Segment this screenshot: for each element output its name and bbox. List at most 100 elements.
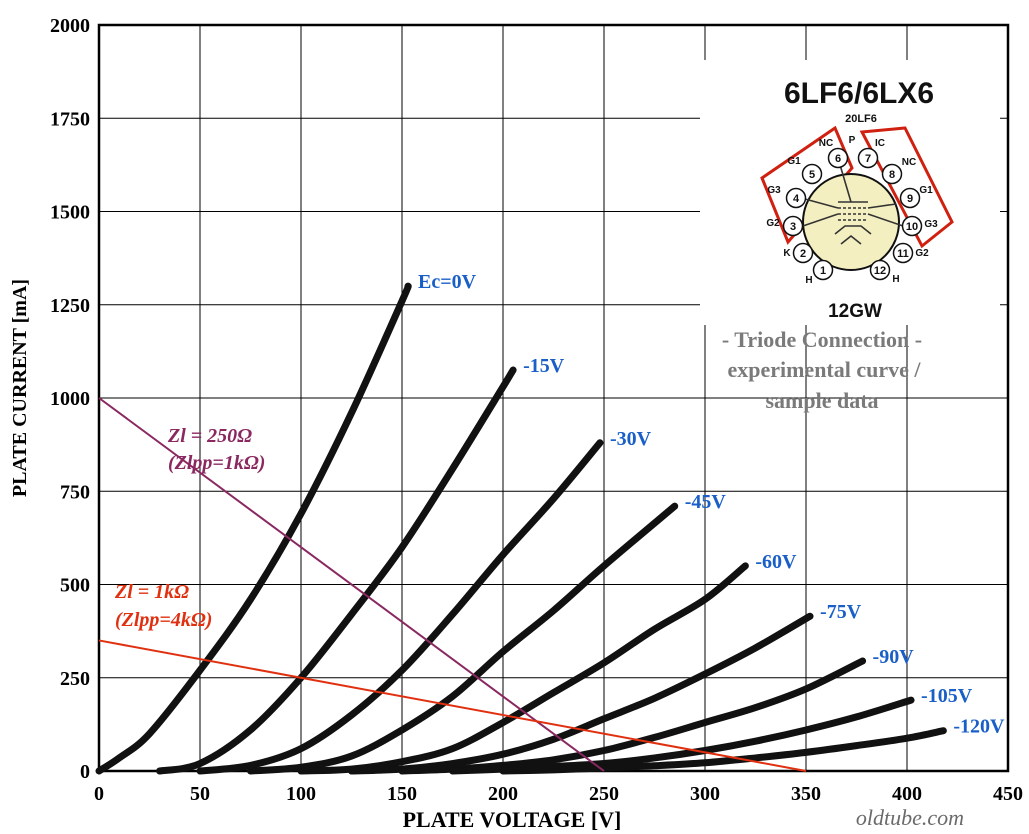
curve-label: -105V (921, 685, 973, 707)
pin-label: P (849, 135, 856, 146)
curve-label: -60V (755, 551, 797, 573)
y-tick-label: 750 (60, 481, 90, 503)
x-tick-label: 450 (993, 783, 1023, 805)
pin-number: 5 (809, 169, 815, 181)
y-axis-label: PLATE CURRENT [mA] (9, 279, 31, 497)
pin-circle (857, 147, 879, 169)
pin-label: H (892, 274, 899, 285)
x-tick-label: 200 (488, 783, 518, 805)
plate-curve (95, 282, 412, 775)
plate-curves (95, 282, 947, 775)
pin-label: NC (902, 157, 916, 168)
x-axis-label: PLATE VOLTAGE [V] (403, 807, 622, 832)
pin-number: 3 (790, 221, 796, 233)
note-line-2: experimental curve / (727, 357, 921, 382)
load-line-1k-sublabel: (Zlpp=4kΩ) (115, 609, 212, 631)
curve-labels: Ec=0V -15V -30V -45V -60V -75V -90V -105V -120V (418, 271, 1005, 738)
pin-group-box-right (859, 126, 954, 249)
pin-label: G2 (766, 218, 780, 229)
pin-number: 11 (897, 248, 909, 260)
connection-note: - Triode Connection - experimental curve… (722, 327, 922, 413)
pin-circle (785, 187, 807, 209)
pin-labels: H K G2 G3 G1 NC P IC NC G1 G3 G2 H (766, 135, 938, 286)
curve-label: -30V (610, 428, 652, 450)
plate-curve (499, 727, 947, 775)
pin-label: IC (875, 138, 885, 149)
x-tick-label: 0 (94, 783, 104, 805)
load-line (98, 397, 605, 772)
pin-circle (812, 259, 834, 281)
load-line-250-sublabel: (Zlpp=1kΩ) (168, 452, 265, 474)
x-tick-label: 250 (589, 783, 619, 805)
pin-number: 2 (800, 248, 806, 260)
y-tick-label: 1000 (50, 388, 90, 410)
plate-curve (297, 562, 749, 775)
pin-circle (881, 163, 903, 185)
y-tick-label: 2000 (50, 15, 90, 37)
y-tick-label: 0 (80, 761, 90, 783)
note-line-1: - Triode Connection - (722, 327, 922, 352)
pin-circle (869, 259, 891, 281)
pin-circle (892, 242, 914, 264)
pin-number: 8 (889, 169, 895, 181)
pin-label: G3 (924, 219, 938, 230)
pin-label: H (805, 275, 812, 286)
curve-label: -120V (953, 716, 1005, 738)
pin-number: 9 (907, 193, 913, 205)
plate-curve (348, 612, 814, 775)
load-line-1k-label: Zl = 1kΩ (114, 581, 189, 603)
tube-type-title: 6LF6/6LX6 (784, 77, 934, 110)
curve-label: -15V (523, 355, 565, 377)
load-lines (98, 397, 807, 772)
pin-number: 1 (820, 265, 826, 277)
curve-label: -90V (873, 646, 915, 668)
plate-curve (196, 439, 604, 775)
y-tick-label: 500 (60, 575, 90, 597)
tick-labels: 0 50 100 150 200 250 300 350 400 450 0 250 500 750 100… (50, 15, 1023, 805)
x-tick-label: 150 (387, 783, 417, 805)
pin-number: 4 (793, 193, 800, 205)
y-tick-label: 250 (60, 668, 90, 690)
pin-label: NC (819, 138, 833, 149)
pin-label: G1 (787, 156, 801, 167)
pin-label: G3 (767, 185, 781, 196)
y-tick-label: 1250 (50, 295, 90, 317)
y-tick-label: 1500 (50, 202, 90, 224)
watermark: oldtube.com (856, 805, 964, 830)
plate-curve (156, 366, 517, 775)
pin-number: 12 (874, 265, 886, 277)
pin-circle (827, 147, 849, 169)
y-tick-label: 1750 (50, 108, 90, 130)
pin-group-box-left (760, 125, 854, 245)
pin-number: 10 (906, 221, 918, 233)
pin-circle (901, 215, 923, 237)
curve-label: -75V (820, 601, 862, 623)
plate-curve (247, 502, 679, 775)
pin-label: K (783, 248, 791, 259)
pin-circle (801, 163, 823, 185)
pin-circle (782, 215, 804, 237)
x-tick-label: 300 (690, 783, 720, 805)
curve-label: -45V (685, 491, 727, 513)
base-code: 12GW (828, 301, 882, 322)
pin-circle (899, 187, 921, 209)
note-line-3: sample data (765, 388, 878, 413)
load-line (98, 639, 807, 772)
tube-face (802, 173, 900, 271)
x-tick-label: 400 (892, 783, 922, 805)
pin-number: 7 (865, 153, 871, 165)
pin-label: G2 (915, 248, 929, 259)
x-tick-label: 350 (791, 783, 821, 805)
x-tick-label: 50 (190, 783, 210, 805)
load-line-250-label: Zl = 250Ω (167, 425, 252, 447)
curve-label: Ec=0V (418, 271, 477, 293)
pin-label: G1 (919, 185, 933, 196)
load-line-labels: Zl = 250Ω (Zlpp=1kΩ) Zl = 1kΩ (Zlpp=4kΩ) (114, 425, 265, 631)
pin-circle (792, 242, 814, 264)
tube-subtype: 20LF6 (845, 113, 877, 125)
x-tick-label: 100 (286, 783, 316, 805)
pin-number: 6 (835, 153, 841, 165)
